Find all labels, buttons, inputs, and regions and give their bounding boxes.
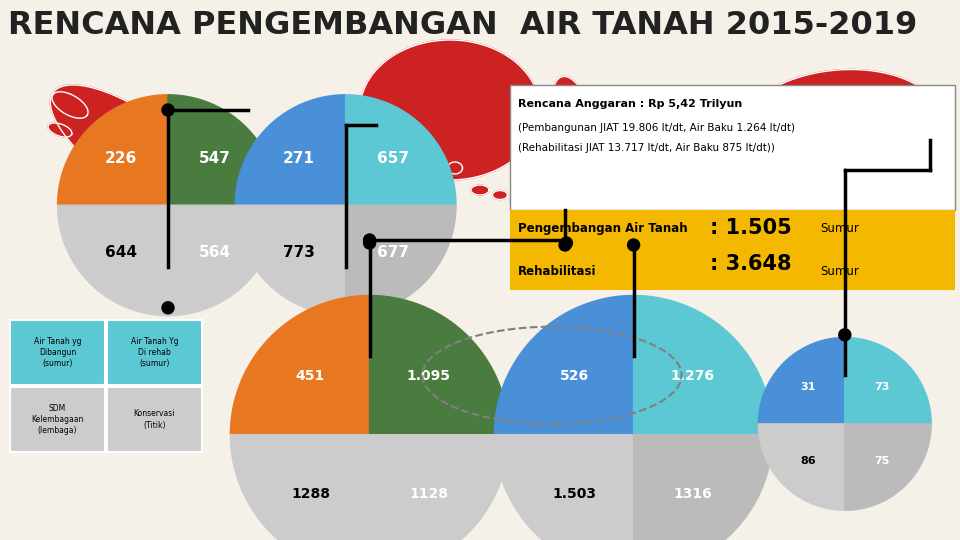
Polygon shape bbox=[346, 95, 456, 205]
Text: 75: 75 bbox=[874, 456, 889, 465]
Polygon shape bbox=[554, 199, 576, 211]
Polygon shape bbox=[58, 95, 168, 205]
Text: 677: 677 bbox=[376, 245, 409, 260]
Polygon shape bbox=[494, 295, 634, 435]
Polygon shape bbox=[758, 338, 845, 424]
Polygon shape bbox=[745, 101, 775, 119]
Text: 1316: 1316 bbox=[673, 487, 712, 501]
Text: 564: 564 bbox=[199, 245, 231, 260]
Polygon shape bbox=[580, 204, 600, 216]
Polygon shape bbox=[628, 199, 642, 211]
Circle shape bbox=[561, 237, 572, 249]
Polygon shape bbox=[360, 40, 540, 180]
Polygon shape bbox=[235, 205, 346, 315]
Text: 644: 644 bbox=[105, 245, 137, 260]
Text: Air Tanah Yg
Di rehab
(sumur): Air Tanah Yg Di rehab (sumur) bbox=[131, 337, 179, 368]
Polygon shape bbox=[620, 126, 650, 144]
Text: Rencana Anggaran : Rp 5,42 Trilyun: Rencana Anggaran : Rp 5,42 Trilyun bbox=[518, 99, 742, 109]
Text: Rehabilitasi: Rehabilitasi bbox=[518, 265, 596, 278]
Polygon shape bbox=[50, 85, 220, 215]
Text: 773: 773 bbox=[283, 245, 315, 260]
Polygon shape bbox=[634, 435, 773, 540]
Polygon shape bbox=[492, 191, 508, 199]
Text: 547: 547 bbox=[199, 151, 230, 166]
Polygon shape bbox=[168, 95, 278, 205]
Polygon shape bbox=[568, 129, 632, 161]
Text: 1.276: 1.276 bbox=[671, 368, 715, 382]
Text: SDM
Kelembagaan
(lembaga): SDM Kelembagaan (lembaga) bbox=[32, 404, 84, 435]
Polygon shape bbox=[740, 70, 940, 180]
Polygon shape bbox=[845, 338, 931, 424]
Polygon shape bbox=[471, 185, 489, 195]
Polygon shape bbox=[447, 162, 463, 174]
Text: 1128: 1128 bbox=[409, 487, 448, 501]
Polygon shape bbox=[494, 435, 634, 540]
Circle shape bbox=[162, 104, 174, 116]
FancyBboxPatch shape bbox=[107, 320, 202, 385]
FancyBboxPatch shape bbox=[107, 387, 202, 452]
FancyBboxPatch shape bbox=[10, 320, 105, 385]
Polygon shape bbox=[184, 188, 205, 202]
Polygon shape bbox=[426, 158, 444, 172]
Text: 31: 31 bbox=[801, 382, 816, 392]
Text: 1.503: 1.503 bbox=[552, 487, 596, 501]
FancyBboxPatch shape bbox=[510, 210, 955, 290]
Polygon shape bbox=[552, 77, 598, 173]
Circle shape bbox=[162, 302, 174, 314]
Text: : 3.648: : 3.648 bbox=[710, 254, 791, 274]
Polygon shape bbox=[510, 195, 530, 205]
Text: 526: 526 bbox=[560, 368, 589, 382]
Circle shape bbox=[559, 239, 571, 251]
FancyBboxPatch shape bbox=[10, 387, 105, 452]
Polygon shape bbox=[570, 131, 606, 188]
Text: RENCANA PENGEMBANGAN  AIR TANAH 2015-2019: RENCANA PENGEMBANGAN AIR TANAH 2015-2019 bbox=[8, 10, 917, 41]
Polygon shape bbox=[370, 435, 509, 540]
Polygon shape bbox=[235, 95, 346, 205]
Text: Sumur: Sumur bbox=[820, 265, 859, 278]
Polygon shape bbox=[606, 205, 624, 215]
Circle shape bbox=[364, 237, 375, 249]
Text: 1.095: 1.095 bbox=[407, 368, 451, 382]
Text: Pengembangan Air Tanah: Pengembangan Air Tanah bbox=[518, 222, 687, 235]
Polygon shape bbox=[48, 123, 72, 137]
Text: 1288: 1288 bbox=[291, 487, 330, 501]
Polygon shape bbox=[647, 133, 669, 147]
Text: Sumur: Sumur bbox=[820, 222, 859, 235]
Text: (Pembangunan JIAT 19.806 lt/dt, Air Baku 1.264 lt/dt): (Pembangunan JIAT 19.806 lt/dt, Air Baku… bbox=[518, 123, 795, 133]
Text: 86: 86 bbox=[801, 456, 816, 465]
Polygon shape bbox=[782, 151, 807, 169]
Polygon shape bbox=[230, 435, 370, 540]
Polygon shape bbox=[58, 205, 168, 315]
FancyBboxPatch shape bbox=[510, 85, 955, 210]
Polygon shape bbox=[845, 424, 931, 510]
Text: : 1.505: : 1.505 bbox=[710, 218, 792, 238]
Polygon shape bbox=[370, 295, 509, 435]
Polygon shape bbox=[758, 424, 845, 510]
Text: 73: 73 bbox=[874, 382, 889, 392]
Circle shape bbox=[628, 239, 639, 251]
Polygon shape bbox=[700, 135, 720, 165]
Text: 271: 271 bbox=[283, 151, 315, 166]
Polygon shape bbox=[168, 205, 278, 315]
Polygon shape bbox=[536, 197, 554, 207]
Polygon shape bbox=[721, 144, 739, 166]
Text: 226: 226 bbox=[105, 151, 137, 166]
Text: Air Tanah yg
Dibangun
(sumur): Air Tanah yg Dibangun (sumur) bbox=[34, 337, 82, 368]
Circle shape bbox=[364, 234, 375, 246]
Polygon shape bbox=[634, 295, 773, 435]
Text: 657: 657 bbox=[376, 151, 409, 166]
Polygon shape bbox=[221, 147, 399, 192]
Polygon shape bbox=[230, 295, 370, 435]
Text: 451: 451 bbox=[296, 368, 325, 382]
Text: (Rehabilitasi JIAT 13.717 lt/dt, Air Baku 875 lt/dt)): (Rehabilitasi JIAT 13.717 lt/dt, Air Bak… bbox=[518, 143, 775, 153]
Polygon shape bbox=[52, 92, 88, 118]
Polygon shape bbox=[668, 136, 688, 154]
Circle shape bbox=[839, 329, 851, 341]
Text: Konservasi
(Titik): Konservasi (Titik) bbox=[133, 409, 176, 429]
Polygon shape bbox=[346, 205, 456, 315]
